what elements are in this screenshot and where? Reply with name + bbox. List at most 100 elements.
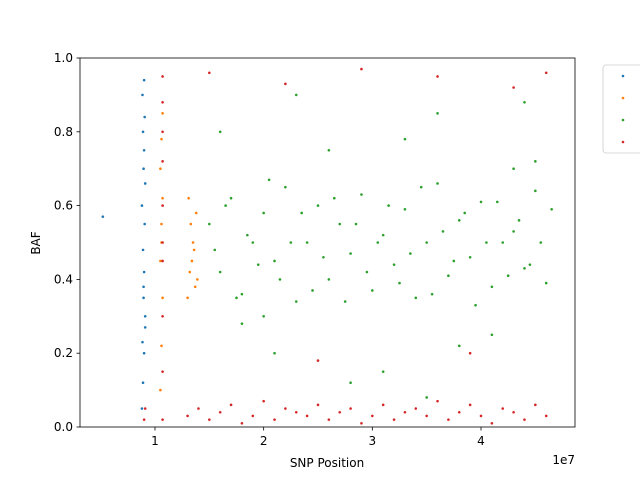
point [142, 351, 146, 355]
y-axis-label: BAF [29, 231, 43, 254]
point [495, 200, 499, 204]
x-tick-label: 2 [260, 434, 268, 448]
point [160, 344, 163, 348]
point [159, 259, 162, 263]
point [534, 403, 537, 407]
point [392, 418, 396, 421]
point [436, 399, 439, 403]
point [186, 296, 189, 300]
point [143, 115, 146, 119]
point [161, 370, 164, 373]
point [305, 241, 309, 244]
point [463, 211, 466, 215]
point [430, 292, 434, 296]
point [143, 407, 147, 410]
point [187, 196, 190, 200]
point [403, 410, 407, 414]
y-tick-label: 0.2 [54, 346, 73, 360]
point [218, 410, 222, 414]
point [142, 148, 146, 152]
point [159, 388, 162, 392]
point [240, 292, 244, 296]
point [161, 112, 164, 115]
point [161, 315, 164, 318]
point [160, 222, 163, 226]
point [141, 248, 145, 252]
point [191, 241, 195, 244]
point [343, 300, 347, 303]
point [224, 204, 227, 207]
point [262, 211, 265, 215]
point [534, 160, 537, 163]
point [414, 296, 418, 300]
point [161, 196, 164, 200]
point [501, 407, 505, 410]
point [161, 130, 164, 134]
point [468, 351, 472, 355]
point [360, 422, 363, 425]
point [523, 418, 526, 421]
point [354, 222, 358, 226]
point [436, 75, 439, 78]
point [436, 112, 439, 115]
point [278, 278, 282, 281]
point [474, 303, 477, 307]
point [371, 414, 374, 418]
point [349, 407, 352, 410]
point [240, 322, 244, 325]
y-tick-label: 0.4 [54, 272, 73, 286]
point [409, 252, 412, 255]
point [501, 241, 505, 244]
point [143, 182, 147, 185]
point [403, 137, 407, 141]
point [381, 370, 385, 373]
point [539, 241, 543, 244]
point [140, 204, 144, 207]
point [544, 414, 548, 418]
point [161, 296, 164, 300]
x-tick-label: 1 [151, 434, 159, 448]
point [196, 278, 199, 281]
point [143, 326, 147, 329]
point [262, 315, 265, 318]
x-axis-label: SNP Position [290, 456, 364, 470]
point [305, 414, 309, 418]
point [186, 414, 189, 418]
point [517, 219, 521, 222]
point [327, 278, 331, 281]
point [425, 414, 428, 418]
point [327, 418, 331, 421]
point [414, 407, 418, 410]
point [246, 233, 249, 237]
point [534, 189, 537, 193]
point [550, 207, 553, 211]
point [161, 259, 164, 263]
point [142, 270, 146, 274]
point [376, 241, 380, 244]
point [392, 263, 396, 266]
point [371, 289, 374, 292]
point [141, 340, 144, 344]
y-tick-label: 1.0 [54, 51, 73, 65]
point [213, 248, 217, 252]
point [273, 259, 276, 263]
point [360, 193, 363, 196]
point [338, 222, 342, 226]
point [251, 241, 255, 244]
legend-marker [621, 118, 625, 122]
point [490, 333, 494, 337]
point [381, 403, 385, 407]
point [294, 410, 298, 414]
y-tick-label: 0.8 [54, 125, 73, 139]
point [161, 100, 164, 104]
point [316, 403, 320, 407]
point [327, 148, 331, 152]
point [387, 204, 390, 207]
point [349, 381, 352, 385]
point [457, 219, 461, 222]
point [512, 230, 515, 233]
point [349, 252, 352, 255]
point [159, 167, 162, 170]
point [193, 285, 197, 289]
